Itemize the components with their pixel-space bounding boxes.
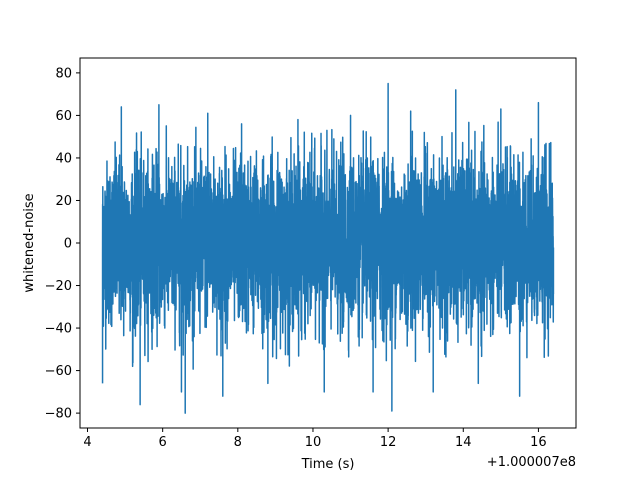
y-tick-label: 80 — [55, 66, 72, 81]
x-axis-ticks: 4 6 8 10 12 14 16 — [83, 428, 547, 450]
y-tick-label: 40 — [55, 151, 72, 166]
x-tick-label: 12 — [380, 435, 397, 450]
noise-series-line — [101, 82, 555, 414]
series-layer — [101, 82, 555, 414]
x-tick-label: 4 — [83, 435, 91, 450]
y-tick-label: −60 — [45, 364, 72, 379]
y-axis-ticks: −80 −60 −40 −20 0 20 40 60 80 — [45, 66, 80, 422]
x-tick-label: 10 — [305, 435, 322, 450]
x-tick-label: 14 — [455, 435, 472, 450]
x-tick-label: 6 — [159, 435, 167, 450]
y-tick-label: 0 — [64, 237, 72, 252]
x-tick-label: 16 — [530, 435, 547, 450]
x-offset-label: +1.000007e8 — [487, 455, 576, 470]
x-axis-label: Time (s) — [301, 457, 355, 472]
y-tick-label: −80 — [45, 407, 72, 422]
y-tick-label: 60 — [55, 109, 72, 124]
y-axis-label: whitened-noise — [22, 193, 37, 292]
y-tick-label: −40 — [45, 322, 72, 337]
y-tick-label: 20 — [55, 194, 72, 209]
x-tick-label: 8 — [234, 435, 242, 450]
y-tick-label: −20 — [45, 279, 72, 294]
